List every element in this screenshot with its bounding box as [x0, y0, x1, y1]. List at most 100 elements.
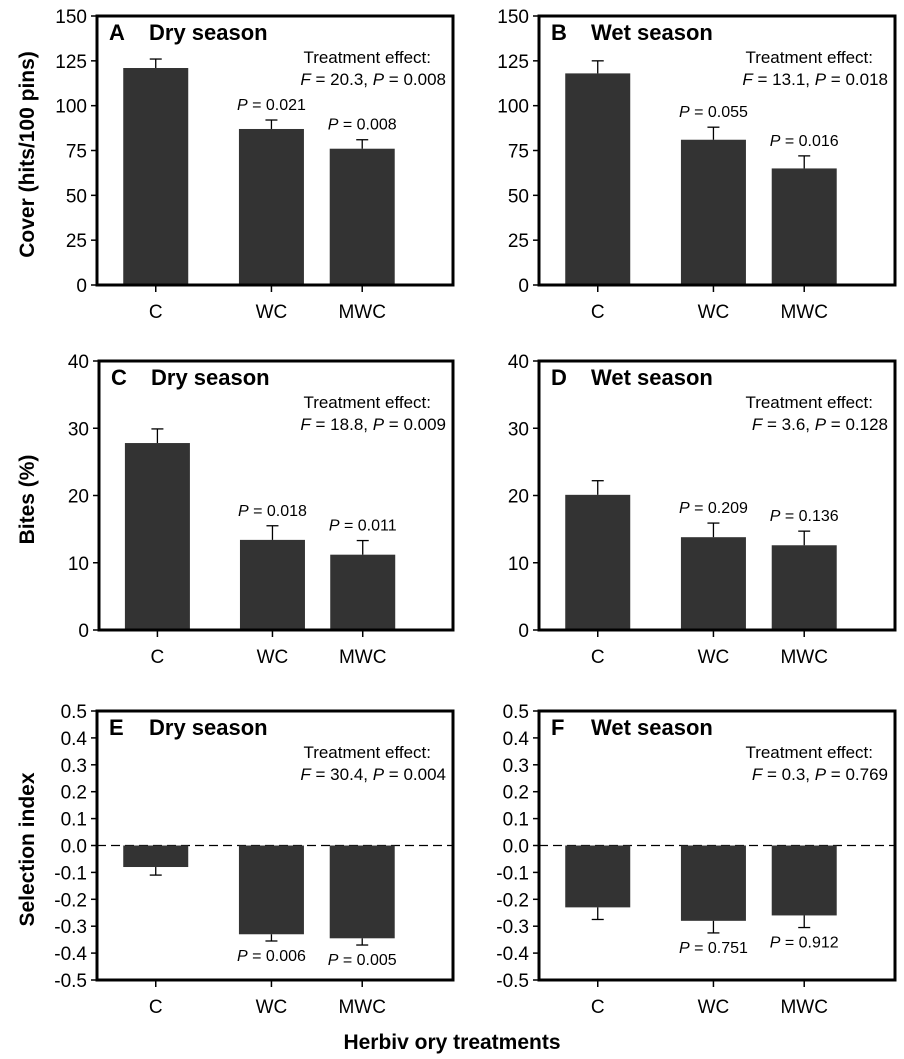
- p-value-label: P = 0.006: [237, 948, 306, 965]
- x-tick-label: WC: [698, 997, 730, 1018]
- y-tick-label: 150: [55, 7, 87, 28]
- p-value-label: P = 0.136: [770, 508, 839, 525]
- x-tick-label: MWC: [338, 997, 385, 1018]
- y-tick-label: 30: [68, 419, 89, 440]
- x-tick-label: MWC: [780, 647, 827, 668]
- treatment-effect-title: Treatment effect:: [303, 743, 431, 762]
- bar: [329, 845, 395, 939]
- treatment-effect-title: Treatment effect:: [303, 48, 431, 67]
- panel-title: Dry season: [149, 20, 268, 45]
- bar: [680, 845, 746, 921]
- y-tick-label: 40: [508, 352, 529, 373]
- bar: [330, 554, 396, 630]
- y-axis-label: Selection index: [16, 772, 39, 926]
- p-value-label: P = 0.209: [679, 500, 748, 517]
- panel-letter: E: [109, 715, 124, 740]
- y-tick-label: -0.4: [54, 944, 87, 965]
- y-tick-label: 0.2: [503, 783, 529, 804]
- y-tick-label: 0.3: [503, 756, 529, 777]
- y-tick-label: 0: [76, 276, 87, 297]
- treatment-effect-title: Treatment effect:: [745, 743, 873, 762]
- x-tick-label: WC: [698, 647, 730, 668]
- p-value-label: P = 0.018: [238, 503, 307, 520]
- bar: [123, 68, 189, 285]
- y-tick-label: -0.3: [496, 917, 529, 938]
- panel-letter: C: [111, 365, 127, 390]
- treatment-effect-stats: F = 3.6, P = 0.128: [752, 415, 888, 434]
- y-tick-label: 150: [497, 7, 529, 28]
- plot-frame: [537, 14, 897, 287]
- x-tick-label: C: [591, 997, 605, 1018]
- plot-frame: [537, 709, 897, 982]
- plot-frame: [537, 359, 897, 632]
- bar: [565, 73, 631, 286]
- panel-letter: B: [551, 20, 567, 45]
- y-tick-label: 25: [66, 231, 87, 252]
- bar: [239, 539, 305, 630]
- y-tick-label: 125: [55, 52, 87, 73]
- y-tick-label: 0: [518, 621, 529, 642]
- y-tick-label: 25: [508, 231, 529, 252]
- p-value-label: P = 0.912: [770, 935, 839, 952]
- panel-c: 0 10 20 30 40 C WC P = 0.018 MWC P = 0.011 C Dry se…: [16, 352, 455, 668]
- plot-frame: [95, 14, 455, 287]
- p-value-label: P = 0.008: [328, 117, 397, 134]
- y-tick-label: 10: [68, 554, 89, 575]
- x-tick-label: MWC: [780, 997, 827, 1018]
- bar: [238, 845, 304, 935]
- panel-letter: A: [109, 20, 125, 45]
- bar: [329, 148, 395, 285]
- bar: [680, 139, 746, 285]
- treatment-effect-stats: F = 18.8, P = 0.009: [300, 415, 446, 434]
- y-tick-label: 0.0: [61, 837, 87, 858]
- treatment-effect-stats: F = 20.3, P = 0.008: [300, 70, 446, 89]
- y-tick-label: 0.2: [61, 783, 87, 804]
- y-tick-label: 75: [66, 142, 87, 163]
- p-value-label: P = 0.011: [329, 518, 397, 535]
- y-tick-label: 0.1: [61, 810, 87, 831]
- bar: [771, 168, 837, 285]
- y-tick-label: 10: [508, 554, 529, 575]
- panel-f: -0.5 -0.4 -0.3 -0.2 -0.1 0.0 0.1 0.2 0.3 0.4 0.5 C W…: [496, 702, 897, 1018]
- panel-title: Wet season: [591, 20, 713, 45]
- treatment-effect-stats: F = 13.1, P = 0.018: [742, 70, 888, 89]
- y-tick-label: 100: [497, 97, 529, 118]
- y-tick-label: -0.5: [54, 971, 87, 992]
- y-axis-label: Bites (%): [16, 455, 39, 545]
- y-tick-label: 100: [55, 97, 87, 118]
- y-tick-label: 0.0: [503, 837, 529, 858]
- y-tick-label: 0.1: [503, 810, 529, 831]
- plot-frame: [97, 359, 455, 632]
- x-tick-label: WC: [256, 997, 288, 1018]
- p-value-label: P = 0.751: [679, 940, 748, 957]
- panel-title: Dry season: [149, 715, 268, 740]
- y-tick-label: 0.5: [503, 702, 529, 723]
- bar: [771, 545, 837, 630]
- y-tick-label: 0.5: [61, 702, 87, 723]
- treatment-effect-stats: F = 0.3, P = 0.769: [752, 765, 888, 784]
- x-tick-label: WC: [257, 647, 289, 668]
- y-tick-label: -0.1: [496, 863, 529, 884]
- p-value-label: P = 0.021: [237, 97, 306, 114]
- x-tick-label: C: [149, 997, 163, 1018]
- x-tick-label: C: [591, 647, 605, 668]
- panel-title: Wet season: [591, 715, 713, 740]
- y-tick-label: 50: [508, 186, 529, 207]
- figure-x-axis-label: Herbiv ory treatments: [343, 1031, 560, 1054]
- y-tick-label: 30: [508, 419, 529, 440]
- x-tick-label: C: [591, 302, 605, 323]
- y-tick-label: -0.3: [54, 917, 87, 938]
- treatment-effect-title: Treatment effect:: [303, 393, 431, 412]
- y-tick-label: 0: [518, 276, 529, 297]
- y-axis-label: Cover (hits/100 pins): [16, 51, 39, 258]
- y-tick-label: 40: [68, 352, 89, 373]
- y-tick-label: -0.2: [496, 890, 529, 911]
- panel-title: Wet season: [591, 365, 713, 390]
- panel-d: 0 10 20 30 40 C WC P = 0.209 MWC P = 0.136 D Wet se…: [508, 352, 897, 668]
- y-tick-label: -0.1: [54, 863, 87, 884]
- panel-a: 0 25 50 75 100 125 150 C WC P = 0.021 MWC P = 0.008…: [16, 7, 455, 323]
- bar: [238, 128, 304, 285]
- x-tick-label: MWC: [339, 647, 386, 668]
- bar: [771, 845, 837, 916]
- x-tick-label: C: [149, 302, 163, 323]
